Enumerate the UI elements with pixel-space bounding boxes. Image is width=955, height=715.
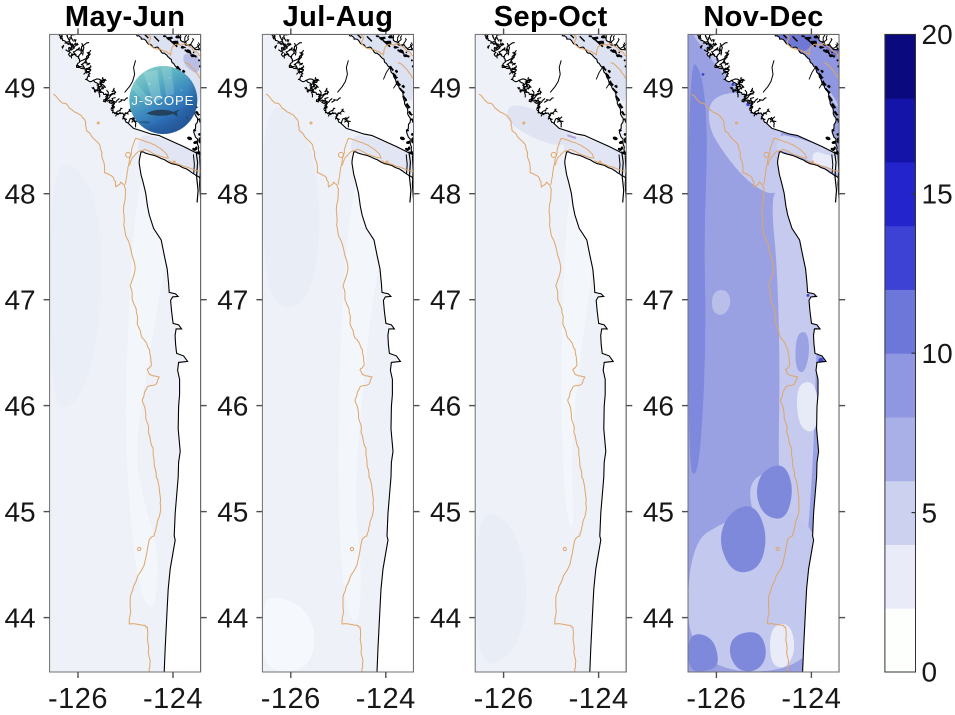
svg-text:-124: -124 <box>356 683 416 715</box>
svg-text:-126: -126 <box>474 683 534 715</box>
svg-text:Sep-Oct: Sep-Oct <box>494 1 608 33</box>
svg-text:48: 48 <box>430 178 461 209</box>
svg-text:49: 49 <box>4 72 35 103</box>
svg-text:49: 49 <box>217 72 248 103</box>
svg-text:46: 46 <box>4 390 35 421</box>
svg-text:49: 49 <box>643 72 674 103</box>
svg-text:47: 47 <box>217 284 248 315</box>
svg-text:Nov-Dec: Nov-Dec <box>703 1 823 33</box>
svg-text:-124: -124 <box>143 683 203 715</box>
svg-text:J-SCOPE: J-SCOPE <box>131 93 194 108</box>
svg-text:44: 44 <box>430 602 461 633</box>
svg-text:-124: -124 <box>781 683 841 715</box>
svg-text:15: 15 <box>922 179 953 210</box>
svg-text:45: 45 <box>430 496 461 527</box>
svg-text:May-Jun: May-Jun <box>65 1 185 33</box>
svg-text:46: 46 <box>430 390 461 421</box>
svg-text:10: 10 <box>922 338 953 369</box>
svg-text:48: 48 <box>4 178 35 209</box>
svg-text:-124: -124 <box>569 683 629 715</box>
svg-text:44: 44 <box>643 602 674 633</box>
svg-text:-126: -126 <box>261 683 321 715</box>
svg-text:-126: -126 <box>48 683 108 715</box>
svg-text:0: 0 <box>922 657 938 688</box>
svg-text:44: 44 <box>4 602 35 633</box>
svg-text:46: 46 <box>643 390 674 421</box>
svg-text:45: 45 <box>643 496 674 527</box>
svg-text:47: 47 <box>643 284 674 315</box>
svg-text:45: 45 <box>217 496 248 527</box>
svg-text:Jul-Aug: Jul-Aug <box>283 1 394 33</box>
svg-text:-126: -126 <box>686 683 746 715</box>
svg-text:5: 5 <box>922 497 938 528</box>
svg-text:46: 46 <box>217 390 248 421</box>
svg-text:44: 44 <box>217 602 248 633</box>
svg-text:45: 45 <box>4 496 35 527</box>
svg-text:49: 49 <box>430 72 461 103</box>
svg-text:20: 20 <box>922 19 953 50</box>
svg-text:47: 47 <box>4 284 35 315</box>
svg-text:48: 48 <box>643 178 674 209</box>
svg-text:47: 47 <box>430 284 461 315</box>
svg-text:48: 48 <box>217 178 248 209</box>
